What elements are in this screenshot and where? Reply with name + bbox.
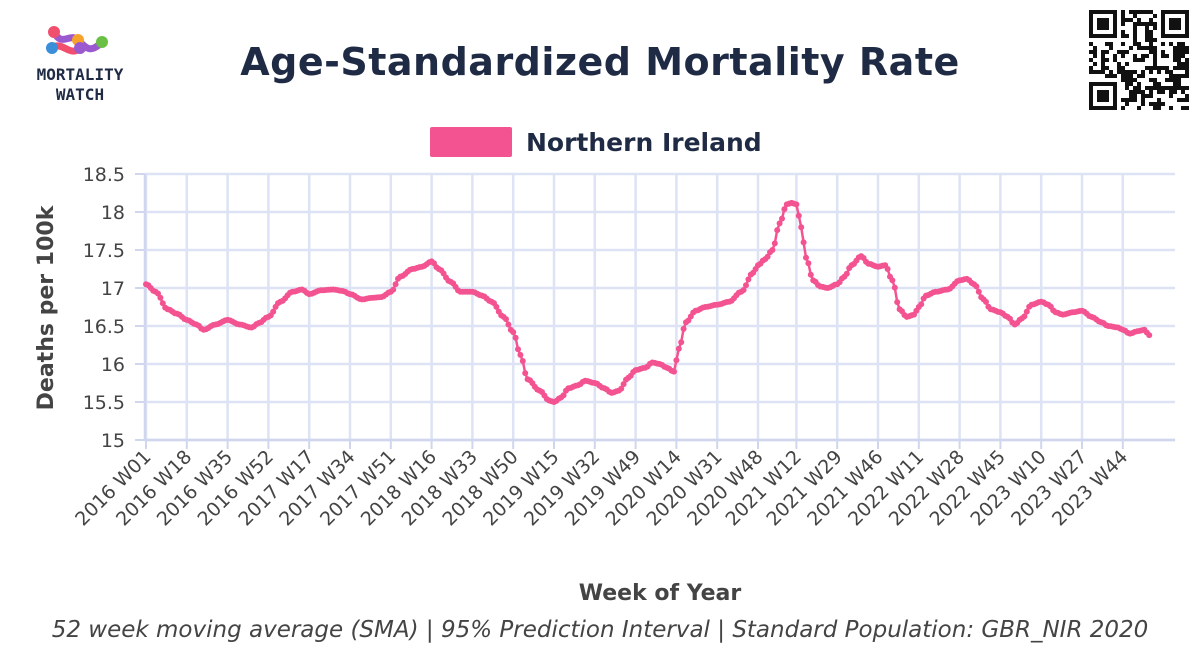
data-point[interactable] (671, 368, 677, 375)
chart-legend: Northern Ireland (430, 124, 762, 160)
data-point[interactable] (894, 299, 901, 306)
qr-code-icon[interactable] (1088, 10, 1190, 110)
chart-footnote: 52 week moving average (SMA) | 95% Predi… (51, 617, 1149, 643)
data-point[interactable] (503, 316, 509, 323)
data-point[interactable] (560, 392, 567, 399)
data-point[interactable] (519, 358, 526, 364)
data-point[interactable] (517, 351, 524, 358)
data-point[interactable] (743, 282, 749, 289)
data-point[interactable] (740, 287, 747, 293)
series-layer (143, 199, 1153, 405)
grid-layer (144, 172, 1175, 442)
data-point[interactable] (680, 325, 687, 332)
data-point[interactable] (1021, 313, 1028, 320)
data-point[interactable] (973, 283, 980, 290)
data-point[interactable] (764, 253, 771, 260)
data-point[interactable] (889, 277, 896, 284)
data-point[interactable] (678, 339, 685, 346)
data-point[interactable] (159, 300, 166, 307)
data-point[interactable] (620, 381, 627, 388)
data-point[interactable] (776, 220, 783, 227)
data-point[interactable] (618, 385, 625, 392)
y-tick-label: 15 (101, 430, 125, 452)
data-point[interactable] (884, 266, 891, 272)
data-point[interactable] (270, 308, 277, 315)
data-point[interactable] (512, 334, 519, 341)
data-point[interactable] (774, 227, 781, 234)
data-point[interactable] (795, 212, 802, 219)
data-point[interactable] (798, 224, 805, 231)
data-point[interactable] (983, 298, 989, 305)
data-point[interactable] (745, 276, 752, 283)
y-tick-label: 15.5 (83, 392, 125, 414)
y-tick-label: 17 (101, 278, 125, 300)
data-point[interactable] (769, 247, 776, 253)
x-axis-label: Week of Year (579, 581, 742, 606)
y-tick-label: 18.5 (83, 164, 125, 186)
logo-text-line2: WATCH (56, 85, 104, 104)
data-point[interactable] (771, 240, 778, 247)
data-point[interactable] (1146, 332, 1153, 339)
y-tick-label: 16 (101, 354, 125, 376)
y-axis-label: Deaths per 100k (34, 204, 59, 410)
data-point[interactable] (918, 301, 925, 308)
data-point[interactable] (673, 357, 680, 364)
data-point[interactable] (807, 271, 814, 278)
data-point[interactable] (392, 281, 399, 288)
data-point[interactable] (975, 288, 982, 295)
logo-text-line1: MORTALITY (37, 65, 124, 84)
data-point[interactable] (800, 239, 807, 246)
y-tick-label: 16.5 (83, 316, 125, 338)
data-point[interactable] (675, 345, 682, 352)
legend-swatch-northern-ireland (430, 127, 512, 157)
data-point[interactable] (157, 294, 164, 301)
data-point[interactable] (510, 329, 517, 336)
data-point[interactable] (803, 254, 809, 261)
y-tick-label: 17.5 (83, 240, 125, 262)
data-point[interactable] (522, 370, 529, 377)
mortality-watch-logo: MORTALITY WATCH (37, 26, 124, 104)
data-point[interactable] (779, 215, 785, 222)
data-point[interactable] (390, 286, 397, 293)
data-point[interactable] (1023, 308, 1030, 315)
data-point[interactable] (793, 201, 800, 208)
logo-mark-icon (46, 26, 108, 55)
data-point[interactable] (805, 260, 812, 267)
data-point[interactable] (493, 303, 500, 310)
data-point[interactable] (843, 270, 850, 277)
legend-label-northern-ireland: Northern Ireland (526, 127, 762, 157)
y-tick-label: 18 (101, 202, 125, 224)
data-point[interactable] (781, 206, 788, 213)
chart-title: Age-Standardized Mortality Rate (240, 40, 960, 84)
data-point[interactable] (505, 321, 512, 328)
data-point[interactable] (515, 346, 521, 353)
data-point[interactable] (891, 284, 898, 291)
series-line-northern-ireland (145, 201, 1151, 404)
